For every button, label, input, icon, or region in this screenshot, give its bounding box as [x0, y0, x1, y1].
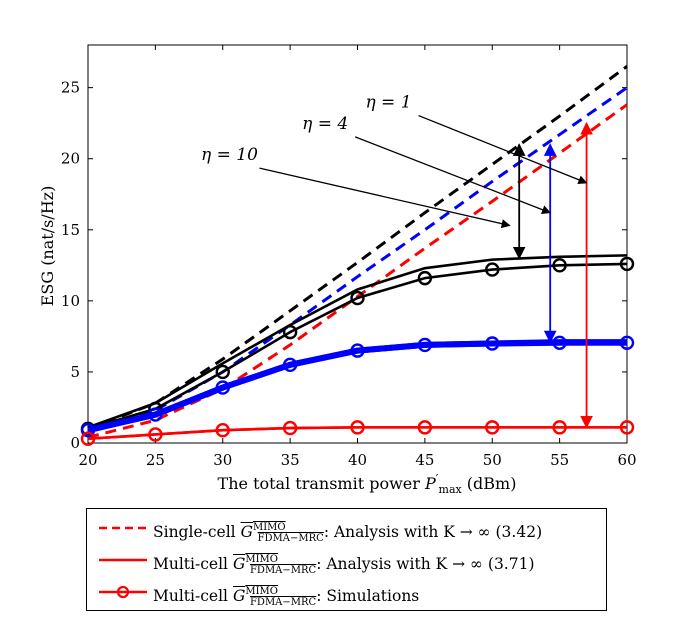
- legend-entry-multi-cell-simulations: Multi-cell GMIMOFDMA−MRC: Simulations: [87, 577, 606, 608]
- eta-annotation-label: η = 1: [365, 93, 411, 113]
- legend-entry-multi-cell-analysis: Multi-cell GMIMOFDMA−MRC: Analysis with …: [87, 545, 606, 576]
- data-point: [350, 290, 365, 306]
- x-tick-label: 45: [415, 451, 434, 469]
- legend: Single-cell GMIMOFDMA−MRC: Analysis with…: [86, 508, 607, 611]
- data-point: [619, 335, 635, 350]
- x-tick-label: 60: [617, 451, 636, 469]
- y-tick-label: 15: [61, 221, 80, 239]
- legend-entry-text: Multi-cell GMIMOFDMA−MRC: Analysis with …: [153, 545, 535, 586]
- data-point: [619, 420, 635, 435]
- legend-solid-line-symbol: [99, 558, 147, 562]
- legend-sub: FDMA−MRC: [249, 565, 317, 576]
- data-point: [417, 420, 433, 435]
- legend-symbol: G: [232, 555, 246, 573]
- data-point: [485, 420, 500, 435]
- data-point: [619, 256, 635, 272]
- x-tick-label: 20: [78, 451, 97, 469]
- data-point: [215, 380, 230, 395]
- series-line-6: [87, 339, 627, 434]
- x-tick-label: 30: [213, 451, 232, 469]
- legend-prefix: Single-cell: [153, 523, 236, 541]
- eta-annotation-label: η = 10: [201, 145, 258, 165]
- legend-entry-single-cell-analysis: Single-cell GMIMOFDMA−MRC: Analysis with…: [87, 513, 606, 544]
- data-point: [350, 420, 365, 435]
- data-point: [215, 423, 230, 438]
- legend-entry-text: Single-cell GMIMOFDMA−MRC: Analysis with…: [153, 513, 542, 554]
- x-axis-label: The total transmit power P′max (dBm): [218, 472, 517, 496]
- series-line-1: [87, 86, 628, 434]
- data-point: [80, 431, 96, 446]
- legend-sup: MIMO: [245, 554, 278, 565]
- legend-sub: FDMA−MRC: [249, 597, 317, 608]
- legend-marker-line-symbol: [99, 585, 147, 599]
- eta-annotation-arrow: [354, 136, 552, 215]
- legend-prefix: Multi-cell: [153, 587, 229, 605]
- series-line-3: [87, 254, 628, 429]
- y-tick-label: 25: [61, 79, 80, 97]
- legend-suffix: : Analysis with K → ∞ (3.71): [316, 555, 535, 573]
- data-point: [215, 364, 230, 380]
- legend-sup: MIMO: [245, 586, 278, 597]
- legend-entry-text: Multi-cell GMIMOFDMA−MRC: Simulations: [153, 577, 419, 618]
- x-tick-label: 35: [281, 451, 300, 469]
- series-line-8: [87, 426, 627, 441]
- legend-suffix: : Analysis with K → ∞ (3.42): [323, 523, 543, 541]
- legend-sup: MIMO: [252, 522, 286, 533]
- data-point: [417, 337, 433, 353]
- y-axis-label: ESG (nat/s/Hz): [38, 186, 57, 307]
- data-point: [485, 336, 500, 351]
- data-point: [148, 407, 163, 422]
- data-point: [80, 423, 96, 438]
- x-tick-label: 40: [348, 451, 367, 469]
- data-point: [552, 420, 567, 435]
- y-tick-label: 5: [70, 363, 80, 381]
- plot-layer: 20 25 30 35 40 45 50 55 60 0 5 10 15 20 25 η = 1 η = 4 η …: [61, 44, 637, 469]
- eta-annotation-label: η = 4: [302, 114, 348, 134]
- data-point: [417, 270, 433, 286]
- x-tick-label: 50: [483, 451, 502, 469]
- eta-annotation-arrow: [418, 114, 588, 185]
- series-line-5: [87, 339, 627, 434]
- y-tick-label: 10: [61, 292, 80, 310]
- data-point: [485, 262, 500, 277]
- data-point: [282, 420, 298, 436]
- data-point: [350, 343, 365, 358]
- legend-sub: FDMA−MRC: [257, 533, 324, 544]
- eta-annotation-arrow: [259, 167, 511, 229]
- plot-area-frame: [87, 44, 628, 444]
- series-line-4: [87, 262, 628, 431]
- legend-suffix: : Simulations: [316, 587, 420, 605]
- legend-symbol: G: [232, 587, 246, 605]
- series-line-0: [87, 65, 628, 431]
- data-point: [282, 357, 298, 373]
- data-point: [282, 324, 298, 340]
- legend-prefix: Multi-cell: [153, 555, 229, 573]
- legend-dashed-line-symbol: [99, 526, 147, 530]
- y-tick-label: 0: [70, 434, 80, 452]
- series-line-2: [87, 103, 628, 439]
- legend-symbol: G: [240, 523, 253, 541]
- data-point: [148, 427, 163, 442]
- x-tick-label: 25: [146, 451, 165, 469]
- y-tick-label: 20: [61, 150, 80, 168]
- x-tick-label: 55: [550, 451, 569, 469]
